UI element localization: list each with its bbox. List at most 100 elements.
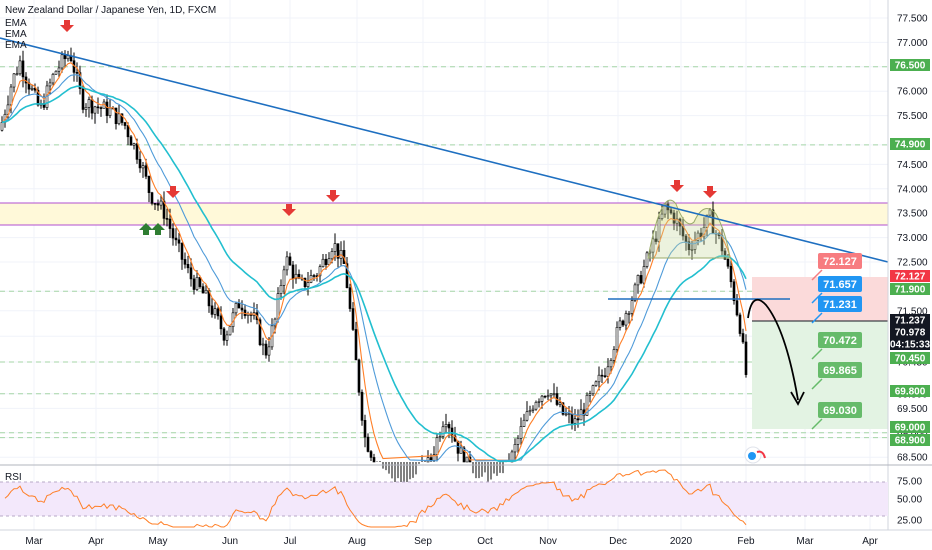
candle xyxy=(123,121,127,130)
price-tag-label: 70.450 xyxy=(895,354,926,365)
candle xyxy=(99,106,103,117)
annotation-tag-label: 69.030 xyxy=(823,405,857,417)
candle xyxy=(213,302,217,319)
candle xyxy=(579,399,583,421)
up-arrow-icon xyxy=(151,223,165,235)
price-tag-bg xyxy=(890,352,930,364)
candle xyxy=(363,414,367,448)
candle xyxy=(558,397,562,408)
ema-legend-1[interactable]: EMA xyxy=(5,18,27,29)
time-tick-label: Feb xyxy=(737,536,755,547)
candle xyxy=(282,265,286,295)
price-tag-bg xyxy=(890,338,930,350)
candle xyxy=(69,47,73,63)
ema-legend-2[interactable]: EMA xyxy=(5,29,27,40)
candle xyxy=(366,433,370,453)
candle xyxy=(456,440,460,462)
candle xyxy=(129,135,133,146)
price-tag-bg xyxy=(890,138,930,150)
candle xyxy=(288,252,292,266)
candle xyxy=(201,283,205,294)
candle xyxy=(369,449,373,461)
candle xyxy=(462,445,466,463)
candle xyxy=(57,60,61,79)
candle xyxy=(519,417,523,447)
chart-title: New Zealand Dollar / Japanese Yen, 1D, F… xyxy=(5,5,216,16)
candle xyxy=(51,72,55,86)
candle xyxy=(258,317,262,347)
candle xyxy=(339,241,343,267)
candle xyxy=(621,319,625,327)
annotation-tag-bg[interactable] xyxy=(818,276,862,292)
candle xyxy=(228,326,232,336)
candle xyxy=(549,393,553,403)
annotation-tag-bg[interactable] xyxy=(818,362,862,378)
annotation-tag-label: 72.127 xyxy=(823,256,857,268)
candle xyxy=(216,306,220,320)
candle xyxy=(615,321,619,356)
annotation-tag-bg[interactable] xyxy=(818,296,862,312)
annotation-tag-bg[interactable] xyxy=(818,402,862,418)
price-tags: 76.500 74.900 72.127 71.900 71.23770.97804:1… xyxy=(890,59,930,447)
price-tick-label: 77.000 xyxy=(897,38,928,49)
candle xyxy=(351,302,355,332)
candle xyxy=(186,255,190,274)
candle xyxy=(534,400,538,411)
time-tick-label: Mar xyxy=(796,536,814,547)
time-tick-label: 2020 xyxy=(670,536,693,547)
candle xyxy=(174,228,178,246)
annotation-tag-bg[interactable] xyxy=(818,253,862,269)
candles xyxy=(0,47,748,485)
down-arrow-icon xyxy=(60,20,74,32)
ema-legend-3[interactable]: EMA xyxy=(5,40,27,51)
price-tick-label: 72.500 xyxy=(897,258,928,269)
candle xyxy=(729,258,733,288)
candle xyxy=(180,242,184,270)
price-tag-bg xyxy=(890,283,930,295)
annotation-tag-label: 69.865 xyxy=(823,365,857,377)
rsi-tick-label: 25.00 xyxy=(897,516,922,527)
candle xyxy=(450,420,454,443)
price-tick-label: 69.000 xyxy=(897,428,928,439)
price-tag-bg xyxy=(890,314,930,326)
candle xyxy=(636,274,640,294)
candle xyxy=(30,85,34,92)
candle xyxy=(738,312,742,337)
price-tag-label: 71.237 xyxy=(895,316,926,327)
candle xyxy=(639,270,643,285)
candle xyxy=(624,310,628,332)
price-tag-label: 04:15:33 xyxy=(890,340,930,351)
annotation-pointer xyxy=(811,418,823,430)
candle xyxy=(147,175,151,203)
candle xyxy=(453,426,457,443)
candle xyxy=(555,386,559,407)
candle xyxy=(195,270,199,292)
candle xyxy=(171,223,175,246)
time-tick-label: Mar xyxy=(25,536,43,547)
candle xyxy=(306,272,310,296)
candle xyxy=(597,366,601,391)
ema-line-2 xyxy=(1,74,747,462)
price-tick-label: 73.000 xyxy=(897,233,928,244)
time-tick-label: Nov xyxy=(539,536,557,547)
annotation-pointer xyxy=(811,292,823,304)
candle xyxy=(525,401,529,422)
candle xyxy=(105,94,109,124)
time-tick-label: Jun xyxy=(222,536,238,547)
time-tick-label: Jul xyxy=(284,536,297,547)
candle xyxy=(741,328,745,344)
candle xyxy=(444,413,448,434)
candle xyxy=(210,297,214,318)
price-tag-label: 68.900 xyxy=(895,436,926,447)
candle xyxy=(600,369,604,383)
time-axis[interactable]: Mar Apr May Jun Jul Aug Sep Oct Nov Dec 2020 Feb Mar… xyxy=(25,536,878,547)
candle xyxy=(204,284,208,294)
time-tick-label: Aug xyxy=(348,536,366,547)
annotation-tag-bg[interactable] xyxy=(818,332,862,348)
candle xyxy=(324,254,328,270)
candle xyxy=(156,199,160,211)
candle xyxy=(75,62,79,82)
annotation-pointer xyxy=(811,378,823,390)
candle xyxy=(564,406,568,417)
